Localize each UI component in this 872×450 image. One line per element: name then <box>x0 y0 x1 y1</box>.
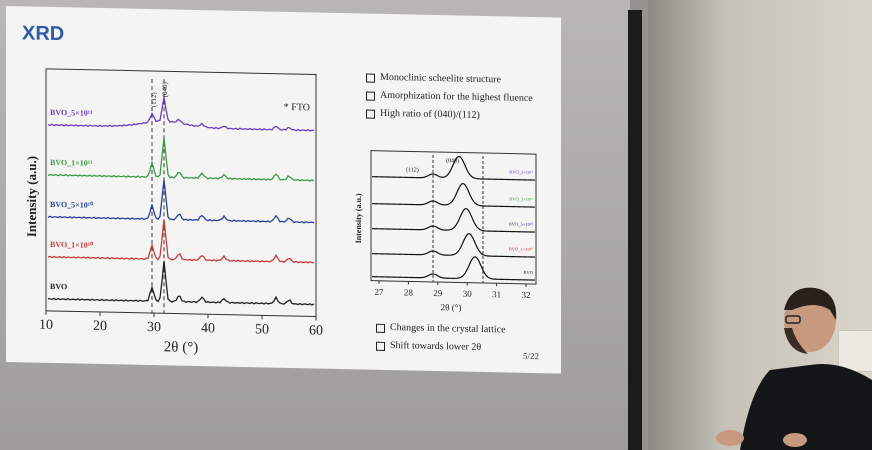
presenter <box>716 287 872 450</box>
x-tick-label: 40 <box>201 321 215 336</box>
slide-title: XRD <box>22 22 65 46</box>
series-line <box>47 179 315 224</box>
series-line <box>47 97 315 132</box>
checkbox-icon <box>376 341 385 351</box>
legend-fto: * FTO <box>284 102 310 114</box>
x-ticks: 10 20 30 40 50 60 <box>39 310 323 339</box>
presenter-hand <box>716 430 744 446</box>
slide: XRD Intensity (a.u.) 2θ (°) * FTO (112) … <box>6 6 561 374</box>
inset-peak-label-112: (112) <box>406 166 419 173</box>
inset-series-label: BVO_5×10¹⁰ <box>509 222 533 228</box>
checkbox-icon <box>366 73 375 83</box>
x-tick-label: 30 <box>147 320 161 335</box>
inset-x-tick-label: 31 <box>492 289 501 299</box>
checkbox-icon <box>376 323 385 333</box>
bullets-top: Monoclinic scheelite structure Amorphiza… <box>366 69 533 126</box>
glasses-icon <box>785 315 801 324</box>
screen-frame-edge <box>628 10 642 450</box>
bullet-text: Changes in the crystal lattice <box>390 322 506 336</box>
series-group: BVO_5×10¹¹ BVO_1×10¹¹ BVO_5×10¹⁰ BVO_1×10¹⁰… <box>47 97 315 306</box>
presenter-hair <box>784 287 837 320</box>
inset-y-axis-label: Intensity (a.u.) <box>354 193 363 244</box>
slide-number: 5/22 <box>522 350 539 362</box>
projector-screen: XRD Intensity (a.u.) 2θ (°) * FTO (112) … <box>0 0 630 450</box>
series-label: BVO_1×10¹⁰ <box>50 240 94 250</box>
inset-series-label: BVO_1×10¹¹ <box>509 197 533 203</box>
bullet-item: High ratio of (040)/(112) <box>366 105 533 126</box>
inset-x-tick-label: 30 <box>463 289 472 299</box>
x-axis-label: 2θ (°) <box>164 339 198 356</box>
presenter-shirt <box>740 364 872 450</box>
series-line <box>47 219 315 264</box>
bullet-text: High ratio of (040)/(112) <box>380 107 480 121</box>
peak-label-112: (112) <box>150 91 158 107</box>
xrd-inset-svg: Intensity (a.u.) 2θ (°) (112) (040) BVO_… <box>354 150 537 313</box>
checkbox-icon <box>366 109 375 119</box>
checkbox-icon <box>366 91 375 101</box>
presenter-hand-2 <box>783 433 807 447</box>
series-label: BVO <box>50 282 67 291</box>
inset-peak-label-040: (040) <box>446 157 459 164</box>
plot-frame <box>45 68 317 318</box>
inset-x-tick-label: 28 <box>404 287 413 297</box>
inset-series-label: BVO <box>523 270 533 275</box>
series-label: BVO_1×10¹¹ <box>50 158 93 168</box>
y-axis-label: Intensity (a.u.) <box>24 156 39 238</box>
bullet-item: Shift towards lower 2θ <box>376 337 506 358</box>
inset-x-tick-label: 27 <box>375 287 384 297</box>
presenter-beard <box>784 328 808 354</box>
xrd-main-plot: Intensity (a.u.) 2θ (°) * FTO (112) (040… <box>24 66 324 357</box>
series-line <box>47 260 315 306</box>
inset-x-axis-label: 2θ (°) <box>441 302 462 312</box>
bullets-bottom: Changes in the crystal lattice Shift tow… <box>376 319 506 358</box>
bullet-text: Shift towards lower 2θ <box>390 340 482 353</box>
wall-poster <box>838 330 872 372</box>
x-tick-label: 20 <box>93 319 107 334</box>
inset-x-ticks: 27 28 29 30 31 32 <box>375 280 531 300</box>
xrd-inset-plot: Intensity (a.u.) 2θ (°) (112) (040) BVO_… <box>351 148 541 327</box>
series-label: BVO_5×10¹⁰ <box>50 200 94 210</box>
inset-series-line <box>372 208 535 233</box>
inset-frame <box>370 150 537 285</box>
inset-series-group: BVO_5×10¹¹ BVO_1×10¹¹ BVO_5×10¹⁰ BVO_1×10¹⁰… <box>372 155 535 281</box>
xrd-main-svg: Intensity (a.u.) 2θ (°) * FTO (112) (040… <box>24 68 323 356</box>
x-tick-label: 50 <box>255 322 269 337</box>
inset-series-label: BVO_1×10¹⁰ <box>509 247 533 253</box>
inset-series-label: BVO_5×10¹¹ <box>509 170 533 176</box>
inset-series-line <box>372 256 535 281</box>
inset-series-line <box>372 155 535 181</box>
inset-series-line <box>372 233 535 258</box>
series-line <box>47 137 315 182</box>
inset-x-tick-label: 32 <box>522 290 531 300</box>
inset-x-tick-label: 29 <box>433 288 442 298</box>
inset-series-line <box>372 182 535 208</box>
series-label: BVO_5×10¹¹ <box>50 108 93 118</box>
x-tick-label: 10 <box>39 318 53 333</box>
x-tick-label: 60 <box>309 323 323 338</box>
peak-label-040: (040) <box>161 81 169 97</box>
